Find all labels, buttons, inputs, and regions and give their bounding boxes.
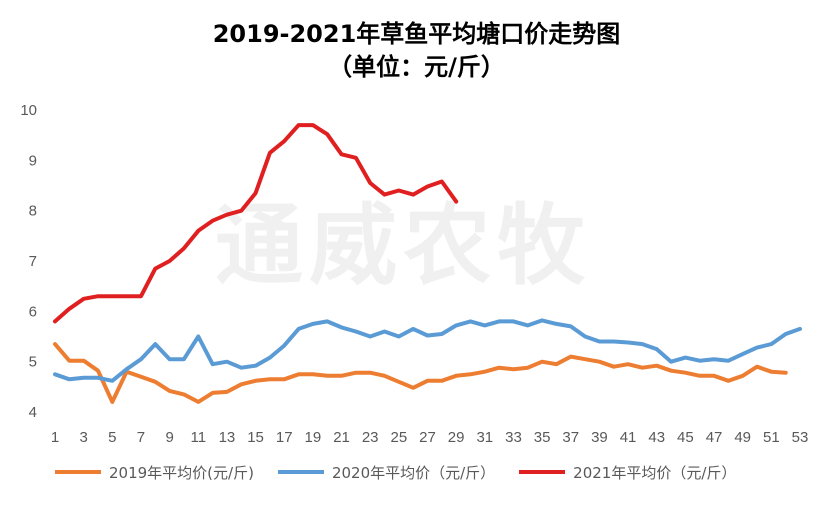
- x-tick-label: 37: [562, 429, 579, 446]
- y-tick-label: 6: [29, 303, 37, 320]
- y-tick-label: 7: [29, 253, 37, 270]
- legend-item-2: 2020年平均价（元/斤）: [277, 462, 496, 483]
- x-axis: 1 3 5 7 9 11 13 15 17 19 21 23 25 27 29 31 33 35 37 39 41 43 4…: [51, 429, 809, 446]
- series-line-3: [53, 123, 459, 324]
- y-tick-label: 4: [29, 404, 37, 421]
- y-tick-label: 9: [29, 152, 37, 169]
- x-tick-label: 25: [391, 429, 408, 446]
- x-tick-label: 11: [190, 429, 206, 446]
- x-tick-label: 33: [505, 429, 522, 446]
- x-tick-label: 51: [763, 429, 780, 446]
- legend-label: 2020年平均价（元/斤）: [331, 463, 496, 482]
- y-tick-label: 5: [29, 354, 37, 371]
- x-tick-label: 35: [534, 429, 551, 446]
- series-group: [53, 123, 802, 404]
- x-tick-label: 45: [677, 429, 694, 446]
- x-tick-label: 43: [648, 429, 665, 446]
- x-tick-label: 7: [137, 429, 145, 446]
- x-tick-label: 47: [706, 429, 723, 446]
- x-tick-label: 17: [276, 429, 293, 446]
- x-tick-label: 41: [620, 429, 637, 446]
- x-tick-label: 23: [362, 429, 379, 446]
- legend-label: 2021年平均价（元/斤）: [573, 463, 737, 482]
- x-tick-label: 27: [419, 429, 436, 446]
- y-tick-label: 8: [29, 203, 37, 220]
- chart-subtitle: （单位：元/斤）: [328, 53, 505, 81]
- x-tick-label: 29: [448, 429, 465, 446]
- legend-swatch: [55, 470, 101, 474]
- x-tick-label: 1: [51, 429, 59, 446]
- y-axis: 4 5 6 7 8 9 10: [20, 102, 37, 421]
- legend-item-3: 2021年平均价（元/斤）: [519, 462, 736, 483]
- x-tick-label: 21: [333, 429, 350, 446]
- x-tick-label: 13: [219, 429, 236, 446]
- x-tick-label: 19: [305, 429, 322, 446]
- x-tick-label: 15: [247, 429, 264, 446]
- x-tick-label: 5: [108, 429, 116, 446]
- legend-swatch: [519, 470, 566, 474]
- y-tick-label: 10: [20, 102, 37, 119]
- watermark: 通威农牧: [215, 194, 592, 297]
- x-tick-label: 9: [165, 429, 173, 446]
- x-tick-label: 39: [591, 429, 608, 446]
- x-tick-label: 3: [79, 429, 87, 446]
- legend-label: 2019年平均价(元/斤): [109, 463, 254, 482]
- series-line-1: [53, 342, 788, 404]
- legend-item-1: 2019年平均价(元/斤): [55, 462, 254, 483]
- x-tick-label: 49: [734, 429, 751, 446]
- legend: 2019年平均价(元/斤) 2020年平均价（元/斤） 2021年平均价（元/斤）: [55, 458, 815, 486]
- legend-swatch: [277, 470, 324, 474]
- chart-title: 2019-2021年草鱼平均塘口价走势图: [212, 20, 621, 48]
- x-tick-label: 53: [792, 429, 809, 446]
- series-line-2: [53, 318, 802, 383]
- x-tick-label: 31: [476, 429, 493, 446]
